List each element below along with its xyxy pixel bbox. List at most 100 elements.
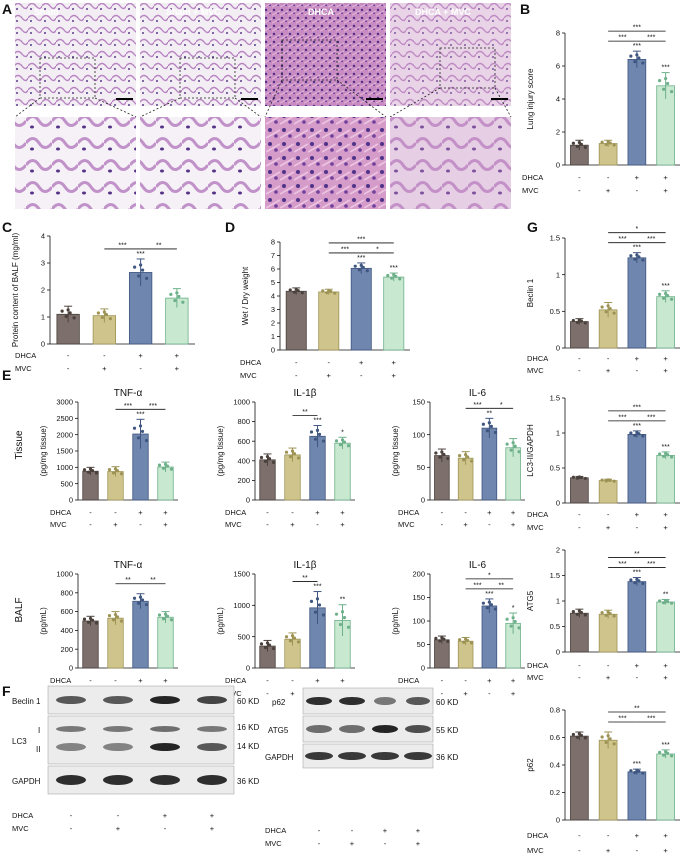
group-sign-mvc: -: [636, 366, 639, 375]
y-tick-label: 6: [556, 62, 560, 71]
group-sign-dhca: -: [295, 358, 298, 367]
group-sign-dhca: -: [103, 351, 106, 360]
blot-band: [306, 725, 332, 733]
y-tick-label: 1500: [56, 447, 73, 456]
blot-group-sign-dhca: +: [383, 826, 388, 835]
group-label-dhca: DHCA: [225, 676, 246, 685]
y-tick-label: 7: [271, 251, 275, 260]
blot-band: [374, 697, 396, 705]
side-label-balf: BALF: [14, 597, 25, 622]
data-point: [346, 444, 351, 448]
bar: [627, 771, 647, 821]
data-point: [327, 288, 331, 293]
group-sign-dhca: +: [663, 354, 668, 363]
group-sign-dhca: +: [511, 508, 516, 517]
data-point: [575, 735, 579, 739]
group-sign-mvc: +: [511, 689, 516, 698]
data-point: [664, 291, 668, 296]
bar: [598, 613, 618, 653]
data-point: [317, 603, 322, 607]
data-point: [583, 736, 587, 740]
blot-group-sign-dhca: -: [117, 811, 120, 820]
data-point: [442, 452, 446, 457]
bar: [570, 735, 589, 821]
data-point: [434, 451, 438, 455]
data-point: [606, 610, 610, 614]
panel-a: A Sham Sham + MVC DHCA DHCA + MVC: [2, 1, 512, 209]
y-axis-label: Protein content of BALF (mg/ml): [11, 233, 20, 348]
y-axis-label: (pg/mg tissue): [216, 425, 225, 476]
data-point: [271, 646, 276, 651]
bracket-label: **: [150, 577, 156, 584]
data-point: [292, 452, 297, 456]
data-point: [608, 306, 612, 311]
y-tick-label: 200: [412, 570, 425, 579]
data-point: [577, 140, 581, 145]
data-point: [317, 432, 322, 437]
group-label-mvc: MVC: [527, 846, 544, 855]
group-sign-mvc: -: [295, 371, 298, 380]
group-sign-mvc: -: [578, 186, 581, 195]
micrograph-dhca: [265, 3, 386, 106]
significance-mark: ***: [357, 255, 365, 262]
data-point: [315, 428, 320, 432]
micrograph-title-sham-mvc: Sham + MVC: [166, 7, 221, 17]
group-sign-mvc: -: [316, 520, 319, 529]
panel-label-e: E: [2, 367, 11, 383]
data-point: [517, 626, 521, 630]
data-point: [386, 273, 390, 278]
data-point: [571, 732, 575, 737]
data-point: [104, 312, 108, 317]
group-label-dhca: DHCA: [240, 358, 261, 367]
group-label-dhca: DHCA: [527, 831, 548, 840]
data-point: [138, 424, 143, 428]
blot-kd-atg5: 55 KD: [436, 726, 458, 735]
group-sign-dhca: +: [315, 508, 320, 517]
chart-e4: 02004006008001000(pg/mL)TNF-α****DHCAMVC…: [39, 560, 178, 698]
data-point: [265, 641, 270, 645]
panel-label-d: D: [225, 219, 235, 235]
group-sign-mvc: +: [663, 523, 668, 532]
chart-title: TNF-α: [114, 388, 143, 399]
group-sign-dhca: -: [266, 508, 269, 517]
y-tick-label: 1000: [233, 398, 250, 407]
blot-group-sign-mvc: -: [384, 839, 387, 848]
bar: [570, 612, 589, 653]
y-tick-label: 0: [556, 499, 560, 508]
blot-band: [103, 696, 133, 704]
data-point: [64, 314, 68, 319]
data-point: [440, 636, 444, 640]
data-point: [600, 140, 604, 144]
group-sign-dhca: +: [340, 508, 345, 517]
group-sign-dhca: -: [291, 676, 294, 685]
significance-mark: *: [512, 605, 515, 612]
data-point: [315, 597, 320, 601]
data-point: [670, 90, 674, 94]
y-tick-label: 0: [421, 496, 425, 505]
data-point: [641, 771, 645, 775]
data-point: [334, 439, 339, 443]
group-sign-dhca: +: [511, 676, 516, 685]
group-sign-mvc: -: [488, 689, 491, 698]
bracket-label: ***: [633, 25, 641, 32]
data-point: [612, 143, 616, 147]
y-tick-label: 0: [41, 340, 45, 349]
bracket-label: *: [636, 226, 639, 233]
data-point: [517, 450, 521, 454]
data-point: [493, 430, 497, 435]
y-tick-label: 500: [237, 632, 250, 641]
group-sign-dhca: +: [635, 354, 640, 363]
group-sign-dhca: -: [266, 676, 269, 685]
data-point: [606, 734, 610, 738]
group-label-mvc: MVC: [527, 523, 544, 532]
y-tick-label: 8: [271, 238, 275, 247]
blot-band: [338, 752, 366, 760]
bar: [656, 601, 675, 653]
data-point: [604, 740, 608, 745]
data-point: [338, 622, 343, 627]
data-point: [604, 613, 608, 617]
bracket-label: **: [302, 409, 308, 416]
data-point: [392, 273, 396, 277]
group-sign-mvc: +: [606, 366, 611, 375]
